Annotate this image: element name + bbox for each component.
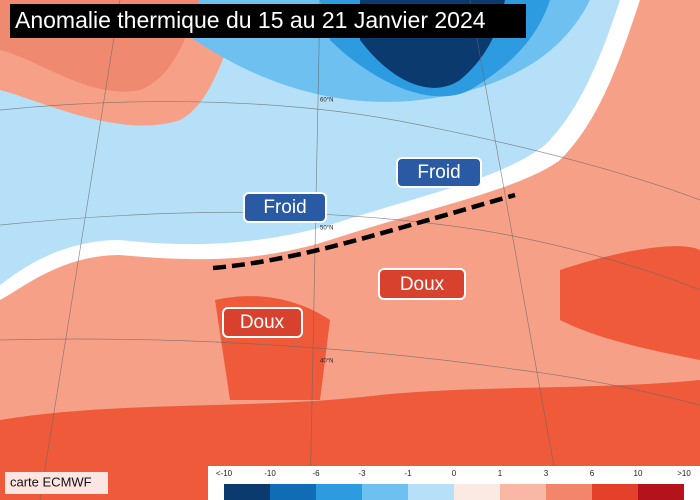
legend-label: -10 [264,469,276,478]
label-froid: Froid [396,157,482,188]
legend-label: <-10 [216,469,233,478]
legend-label: -6 [312,469,320,478]
latitude-label: 60°N [320,98,333,104]
legend-swatch [454,484,500,500]
label-box [396,157,482,188]
title-box [10,4,526,38]
legend-label: 6 [590,469,595,478]
label-box [378,268,466,300]
legend-label: 0 [452,469,457,478]
legend-label: -3 [358,469,366,478]
legend-swatch [270,484,316,500]
label-doux: Doux [222,307,303,338]
credit: carte ECMWF [10,474,92,489]
legend-swatch [316,484,362,500]
legend-swatch [224,484,270,500]
label-box [222,307,303,338]
label-text: Froid [263,197,306,218]
legend-label: 3 [544,469,549,478]
legend-swatch [408,484,454,500]
title: Anomalie thermique du 15 au 21 Janvier 2… [15,7,486,33]
label-text: Doux [240,312,285,333]
legend-swatch [546,484,592,500]
latitude-label: 50°N [320,226,333,232]
legend-swatch [638,484,684,500]
legend: <-10 -10 -6 -3 -1 0 1 3 6 10 >10 [216,469,691,500]
legend-label: -1 [404,469,412,478]
label-text: Doux [400,274,445,295]
legend-label: 1 [498,469,503,478]
legend-swatch [592,484,638,500]
latitude-label: 40°N [320,359,333,365]
label-text: Froid [417,162,460,183]
label-doux: Doux [378,268,466,300]
label-box [243,192,327,223]
legend-label: >10 [677,469,691,478]
legend-swatch [500,484,546,500]
credit-box [5,472,108,494]
front-line [212,192,516,271]
warm-area [560,246,700,360]
legend-label: 10 [634,469,643,478]
label-froid: Froid [243,192,327,223]
legend-swatch [362,484,408,500]
latitude-labels: 60°N 50°N 40°N [320,98,333,365]
